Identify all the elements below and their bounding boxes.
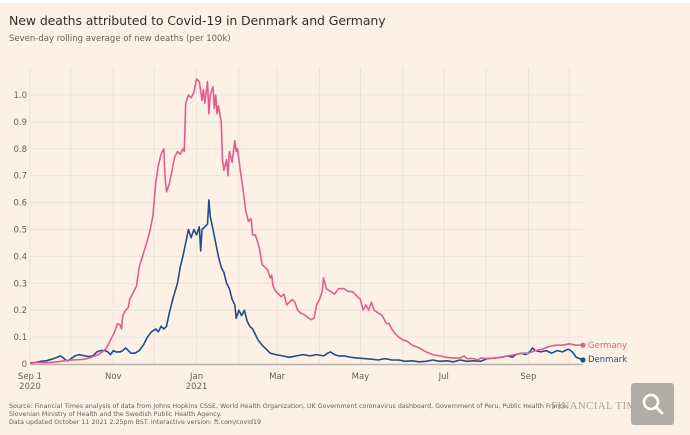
source-line: Slovenian Ministry of Health and the Swe…	[9, 411, 222, 418]
zoom-button[interactable]	[631, 383, 674, 425]
y-tick-label: 1.0	[13, 91, 27, 101]
y-tick-label: 0.5	[13, 226, 27, 236]
y-tick-label: 0.9	[13, 118, 27, 128]
y-tick-label: 0.2	[13, 306, 27, 316]
y-tick-label: 0.7	[13, 172, 27, 182]
x-tick-sublabel: 2020	[19, 382, 41, 392]
x-tick-label: Sep	[520, 372, 536, 382]
series-end-marker-germany	[580, 342, 586, 348]
chart-card	[0, 3, 690, 435]
y-axis-ticks: 0 0.1 0.2 0.3 0.4 0.5 0.6 0.7 0.8 0.9 1.0	[13, 91, 27, 370]
gridlines	[29, 67, 583, 364]
x-tick-label: Jul	[438, 372, 449, 382]
y-tick-label: 0.6	[13, 199, 27, 209]
legend-label-germany: Germany	[588, 341, 627, 351]
line-chart: 00.10.20.30.40.50.60.70.80.91.0 Sep 1202…	[13, 67, 627, 392]
series-lines	[29, 78, 584, 364]
x-tick-label: Sep 1	[18, 372, 42, 382]
source-note: Source: Financial Times analysis of data…	[9, 403, 569, 427]
chart-title: New deaths attributed to Covid-19 in Den…	[9, 13, 386, 28]
y-tick-label: 0	[22, 360, 27, 370]
y-tick-label: 0.8	[13, 145, 27, 155]
source-line: Source: Financial Times analysis of data…	[9, 403, 569, 410]
chart-subtitle: Seven-day rolling average of new deaths …	[9, 34, 231, 44]
x-tick-sublabel: 2021	[186, 382, 208, 392]
series-end-marker-denmark	[580, 357, 586, 363]
source-line: Data updated October 11 2021 2.25pm BST.…	[9, 419, 261, 426]
y-tick-label: 0.1	[13, 333, 27, 343]
series-line-denmark	[29, 199, 584, 364]
magnifier-icon	[642, 393, 663, 415]
y-tick-label: 0.3	[13, 279, 27, 289]
x-tick-label: Jan	[189, 372, 203, 382]
series-line-germany	[29, 78, 583, 364]
y-tick-label: 0.4	[13, 252, 27, 262]
legend-label-denmark: Denmark	[588, 355, 627, 365]
ft-logo: FINANCIAL TIMES	[551, 400, 631, 412]
legend: Germany Denmark	[580, 341, 627, 365]
x-tick-label: Nov	[105, 372, 122, 382]
x-tick-label: May	[352, 372, 370, 382]
x-tick-label: Mar	[269, 372, 286, 382]
